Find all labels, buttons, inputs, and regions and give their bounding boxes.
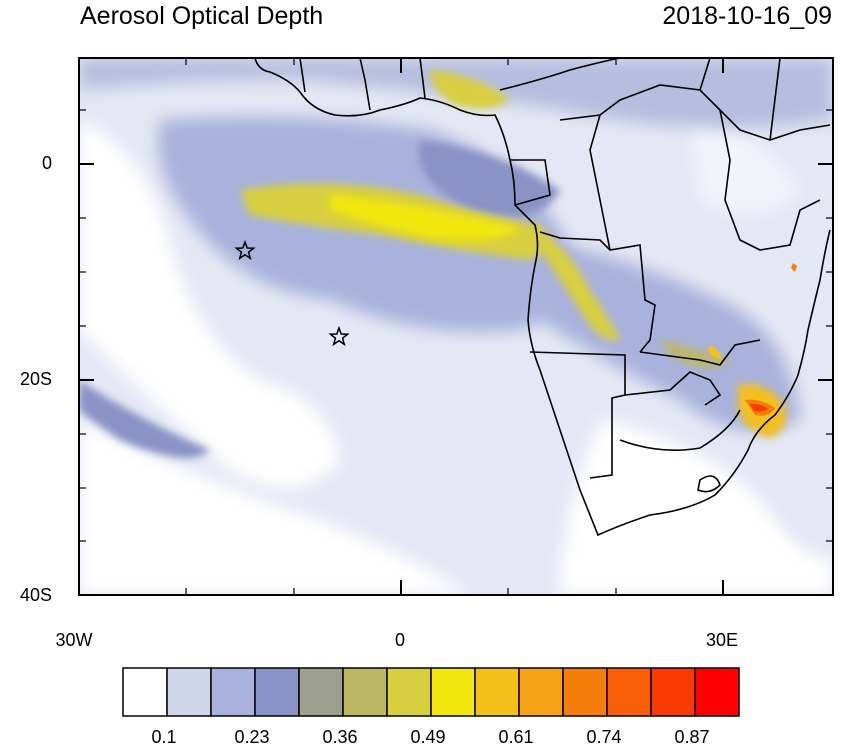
colorbar-swatch (606, 667, 652, 717)
y-tick-label: 40S (19, 585, 52, 605)
map-title: Aerosol Optical Depth (80, 2, 324, 30)
colorbar-swatch (518, 667, 564, 717)
colorbar-swatch (430, 667, 476, 717)
colorbar (122, 667, 740, 717)
colorbar-label: 0.23 (234, 727, 270, 747)
coastlines (254, 58, 831, 537)
colorbar-swatch (386, 667, 432, 717)
colorbar-swatch (562, 667, 608, 717)
colorbar-label: 0.36 (322, 727, 358, 747)
minor-ticks (79, 58, 833, 595)
x-tick-label: 30W (55, 630, 93, 650)
colorbar-swatch (474, 667, 520, 717)
colorbar-swatch (122, 667, 168, 717)
timestamp: 2018-10-16_09 (662, 2, 832, 30)
colorbar-swatch (342, 667, 388, 717)
colorbar-label: 0.1 (151, 727, 177, 747)
colorbar-swatch (166, 667, 212, 717)
colorbar-swatch (210, 667, 256, 717)
star-marker (234, 239, 256, 261)
colorbar-swatch (254, 667, 300, 717)
axis-ticks (78, 58, 833, 596)
colorbar-swatch (650, 667, 696, 717)
y-tick-label: 20S (19, 369, 52, 389)
colorbar-label: 0.61 (498, 727, 534, 747)
colorbar-swatch (298, 667, 344, 717)
x-tick-label: 0 (394, 630, 405, 650)
colorbar-label: 0.74 (586, 727, 622, 747)
colorbar-label: 0.49 (410, 727, 446, 747)
x-tick-label: 30E (705, 630, 739, 650)
aod-field (79, 58, 833, 595)
colorbar-swatch (694, 667, 740, 717)
colorbar-label: 0.87 (674, 727, 710, 747)
star-marker (328, 325, 350, 347)
y-tick-label: 0 (41, 153, 52, 173)
observation-stars (234, 239, 350, 347)
